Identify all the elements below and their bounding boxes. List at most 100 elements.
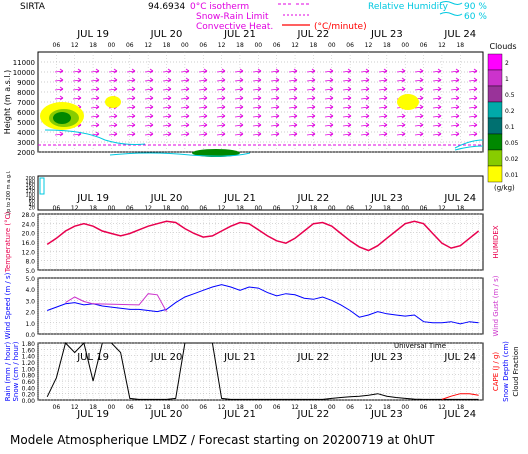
wind-barb-arrow (90, 122, 100, 128)
low-panel-frame (37, 175, 484, 211)
wind-barb-arrow (432, 86, 442, 92)
wind-barb-arrow (180, 77, 190, 83)
wind-barb-arrow (144, 68, 154, 74)
wind-barb-arrow (180, 131, 190, 137)
colorbar-unit: (g/kg) (494, 184, 515, 192)
cloud-ytick-label: 5000 (17, 119, 35, 127)
wind-barb-arrow (342, 122, 352, 128)
bottom-hour-label: 00 (254, 404, 262, 411)
wind-barb-arrow (108, 122, 118, 128)
wind-barb-arrow (288, 86, 298, 92)
mid-hour-label: 18 (310, 205, 318, 212)
wind-barb-arrow (414, 77, 424, 83)
station-value: 94.6934 (148, 2, 185, 12)
low-ytick-label: 60 (29, 199, 35, 205)
wind-barb-arrow (414, 86, 424, 92)
wind-barb-arrow (90, 104, 100, 110)
wind-barb-arrow (396, 86, 406, 92)
wind-barb-arrow (54, 95, 64, 101)
wind-barb-arrow (432, 104, 442, 110)
mid-hour-label: 00 (254, 205, 262, 212)
top-hour-label: 12 (71, 42, 79, 49)
bottom-date-label-2: JUL 21 (223, 409, 256, 420)
top-hour-label: 18 (236, 42, 244, 49)
cloud-ytick-label: 6000 (17, 109, 35, 117)
precipitation-series-line (441, 393, 479, 400)
top-date-label: JUL 21 (223, 29, 256, 40)
cloud-blob-band (192, 149, 240, 157)
wind-barb-arrow (432, 77, 442, 83)
bottom-hour-label: 12 (291, 404, 299, 411)
wind-barb-arrow (450, 113, 460, 119)
wind-barb-arrow (324, 113, 334, 119)
top-hour-label: 06 (199, 42, 207, 49)
mid-hour-label: 12 (71, 205, 79, 212)
colorbar-tick-label: 1 (505, 76, 509, 83)
wind-barb-arrow (108, 113, 118, 119)
wind-barb-arrow (432, 95, 442, 101)
wind-barb-arrow (324, 77, 334, 83)
wind-panel-frame (37, 277, 484, 335)
bottom-hour-label: 18 (236, 404, 244, 411)
xaxis-title: Universal Time (394, 342, 446, 350)
wind-barb-arrow (378, 131, 388, 137)
wind-barb-arrow (252, 131, 262, 137)
mid-hour-label: 12 (291, 205, 299, 212)
wind-barb-arrow (90, 95, 100, 101)
colorbar-swatch (487, 165, 503, 183)
temperature-ytick-label: 16.0 (22, 240, 36, 247)
wind-barb-arrow (198, 77, 208, 83)
mid-hour-label: 06 (53, 205, 61, 212)
cloud-blob-right (397, 94, 419, 110)
precipitation-ytick-label: 1.40 (22, 354, 36, 361)
wind-barb-arrow (198, 104, 208, 110)
wind-right-label: Wind Gust (m / s) (492, 275, 500, 336)
colorbar-swatch (487, 101, 503, 119)
bottom-date-label: JUL 21 (223, 352, 256, 363)
low-ytick-label: 140 (25, 186, 35, 192)
wind-barb-arrow (306, 104, 316, 110)
bottom-date-label-2: JUL 24 (443, 409, 476, 420)
low-ytick-label: 160 (25, 183, 35, 189)
wind-barb-arrow (432, 113, 442, 119)
wind-barb-arrow (288, 77, 298, 83)
wind-barb-arrow (54, 131, 64, 137)
top-hour-label: 06 (126, 42, 134, 49)
temperature-ytick-label: 8.0 (25, 259, 35, 266)
cloud-ytick-label: 3000 (17, 139, 35, 147)
wind-barb-arrow (216, 86, 226, 92)
wind-barb-arrow (162, 95, 172, 101)
mid-hour-label: 12 (144, 205, 152, 212)
wind-barb-arrow (234, 104, 244, 110)
top-hour-label: 06 (273, 42, 281, 49)
top-hour-label: 18 (89, 42, 97, 49)
colorbar-tick-label: 0.2 (505, 108, 515, 115)
cloud-ytick-label: 8000 (17, 89, 35, 97)
colorbar-tick-label: 0.05 (505, 140, 519, 147)
wind-barb-arrow (468, 131, 478, 137)
low-ylabel: Up to 200 m a.g.l. (6, 170, 12, 215)
top-date-label: JUL 20 (150, 29, 183, 40)
bottom-date-label: JUL 22 (297, 352, 330, 363)
temperature-ytick-label: 28.0 (22, 212, 36, 219)
wind-barb-arrow (234, 68, 244, 74)
wind-barb-arrow (198, 68, 208, 74)
cloud-blob-mid (105, 96, 121, 108)
wind-barb-arrow (450, 131, 460, 137)
bottom-date-label: JUL 24 (443, 352, 476, 363)
wind-barb-arrow (162, 131, 172, 137)
wind-barb-arrow (144, 122, 154, 128)
wind-barb-arrow (126, 122, 136, 128)
wind-barb-arrow (252, 122, 262, 128)
top-hour-label: 12 (291, 42, 299, 49)
wind-barb-arrow (126, 77, 136, 83)
wind-barb-arrow (126, 95, 136, 101)
wind-barb-arrow (450, 95, 460, 101)
wind-barb-arrow (468, 86, 478, 92)
wind-barb-arrow (270, 104, 280, 110)
mid-hour-label: 18 (456, 205, 464, 212)
top-hour-label: 18 (163, 42, 171, 49)
top-date-label: JUL 24 (443, 29, 476, 40)
colorbar-tick-label: 0.02 (505, 156, 519, 163)
wind-barb-arrow (252, 113, 262, 119)
